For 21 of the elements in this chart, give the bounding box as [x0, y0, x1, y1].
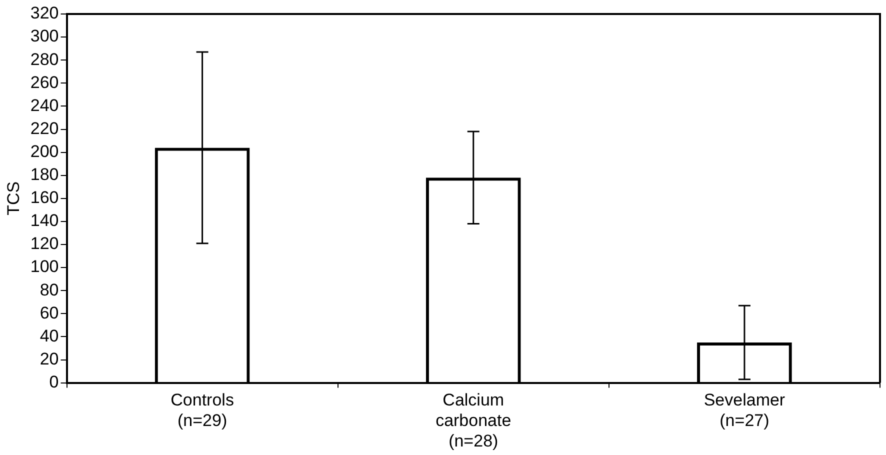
y-tick-label: 320 — [30, 4, 59, 23]
y-tick-label: 160 — [30, 188, 59, 208]
y-axis-title: TCS — [4, 181, 23, 216]
y-tick-label: 20 — [40, 349, 59, 368]
y-tick-label: 120 — [30, 234, 59, 254]
x-tick-label: Calcium carbonate (n=28) — [436, 390, 512, 450]
y-tick-label: 60 — [40, 303, 59, 322]
y-tick-label: 200 — [30, 142, 59, 161]
y-tick-label: 100 — [30, 257, 59, 276]
y-tick-label: 260 — [30, 72, 59, 92]
y-tick-label: 0 — [49, 372, 59, 392]
x-tick-label: Controls (n=29) — [170, 390, 234, 430]
y-tick-label: 80 — [40, 280, 59, 300]
x-tick-label: Sevelamer (n=27) — [704, 390, 786, 430]
y-tick-label: 280 — [30, 50, 59, 69]
y-tick-label: 180 — [30, 165, 59, 184]
y-tick-label: 40 — [40, 326, 59, 346]
y-tick-label: 240 — [30, 96, 59, 115]
y-tick-label: 300 — [30, 26, 59, 46]
y-tick-label: 220 — [30, 118, 59, 138]
y-tick-label: 140 — [30, 211, 59, 230]
